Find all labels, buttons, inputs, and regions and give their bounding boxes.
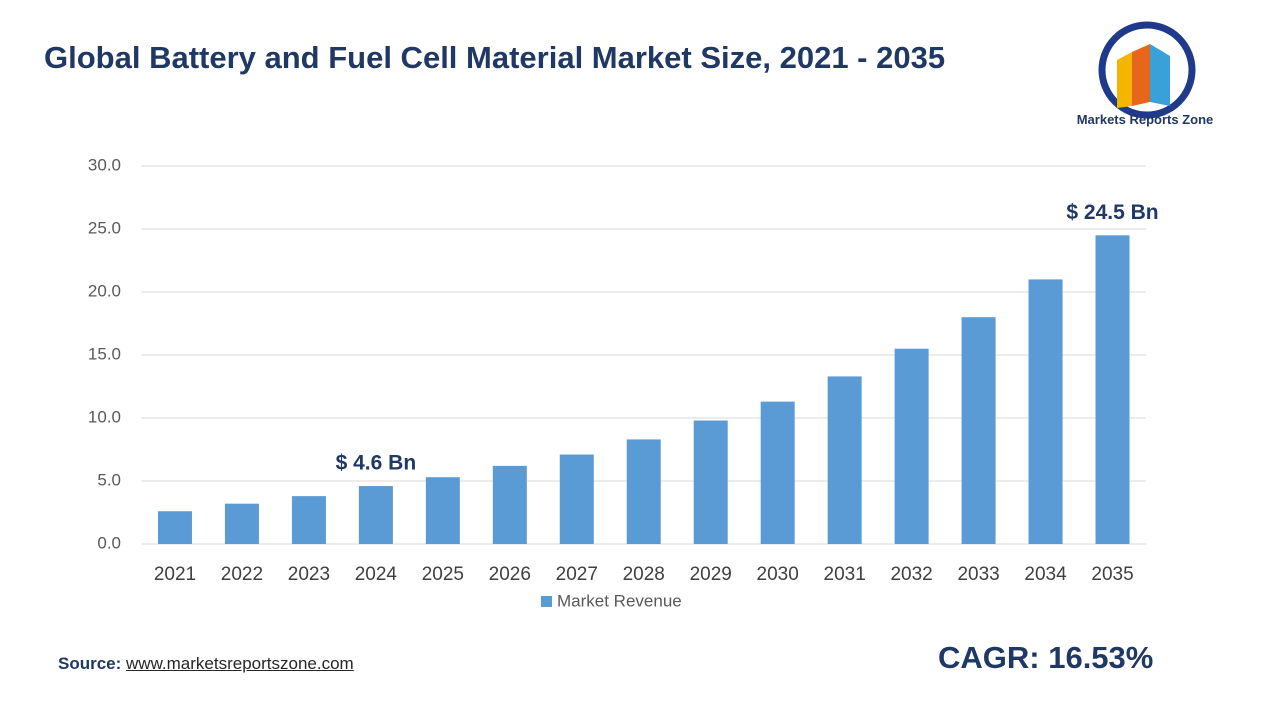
bar xyxy=(961,317,996,544)
bar xyxy=(157,511,192,544)
y-tick-label: 5.0 xyxy=(97,470,121,489)
bar xyxy=(559,454,594,544)
bar xyxy=(291,496,326,544)
x-tick-label: 2031 xyxy=(824,564,866,585)
bar xyxy=(1095,235,1130,545)
x-tick-label: 2024 xyxy=(355,564,398,585)
x-tick-label: 2023 xyxy=(288,564,330,585)
bar xyxy=(492,465,527,544)
y-tick-label: 30.0 xyxy=(88,155,121,174)
bar xyxy=(827,376,862,544)
x-tick-label: 2032 xyxy=(890,564,932,585)
bar xyxy=(894,348,929,544)
y-tick-label: 15.0 xyxy=(88,344,121,363)
source: Source: www.marketsreportszone.com xyxy=(58,654,354,674)
cagr: CAGR: 16.53% xyxy=(938,640,1154,675)
legend-label: Market Revenue xyxy=(557,591,682,610)
x-tick-label: 2028 xyxy=(623,564,665,585)
logo: Markets Reports Zone xyxy=(1077,21,1214,127)
chart-title: Global Battery and Fuel Cell Material Ma… xyxy=(44,40,946,75)
y-tick-label: 25.0 xyxy=(88,218,121,237)
bar xyxy=(224,503,259,544)
source-link[interactable]: www.marketsreportszone.com xyxy=(126,654,354,673)
legend-swatch xyxy=(541,596,552,607)
bar xyxy=(693,420,728,544)
bar xyxy=(358,486,393,544)
y-tick-label: 10.0 xyxy=(88,407,121,426)
bar xyxy=(626,439,661,544)
x-tick-label: 2026 xyxy=(489,564,531,585)
x-tick-label: 2029 xyxy=(690,564,732,585)
logo-text: Markets Reports Zone xyxy=(1077,112,1214,127)
x-tick-label: 2021 xyxy=(154,564,196,585)
data-label: $ 4.6 Bn xyxy=(336,452,417,475)
logo-bar xyxy=(1132,44,1150,106)
data-label: $ 24.5 Bn xyxy=(1066,201,1158,224)
logo-ring xyxy=(1098,21,1196,119)
x-tick-label: 2022 xyxy=(221,564,263,585)
x-tick-label: 2035 xyxy=(1091,564,1133,585)
x-tick-label: 2025 xyxy=(422,564,464,585)
source-label: Source: xyxy=(58,654,122,673)
bar xyxy=(760,401,795,544)
bar xyxy=(425,477,460,544)
x-tick-label: 2030 xyxy=(757,564,799,585)
x-tick-label: 2027 xyxy=(556,564,598,585)
x-tick-label: 2034 xyxy=(1024,564,1067,585)
logo-bar xyxy=(1150,44,1170,106)
x-tick-label: 2033 xyxy=(957,564,999,585)
bar xyxy=(1028,279,1063,544)
y-tick-label: 0.0 xyxy=(97,533,121,552)
logo-bar xyxy=(1117,52,1132,108)
y-tick-label: 20.0 xyxy=(88,281,121,300)
